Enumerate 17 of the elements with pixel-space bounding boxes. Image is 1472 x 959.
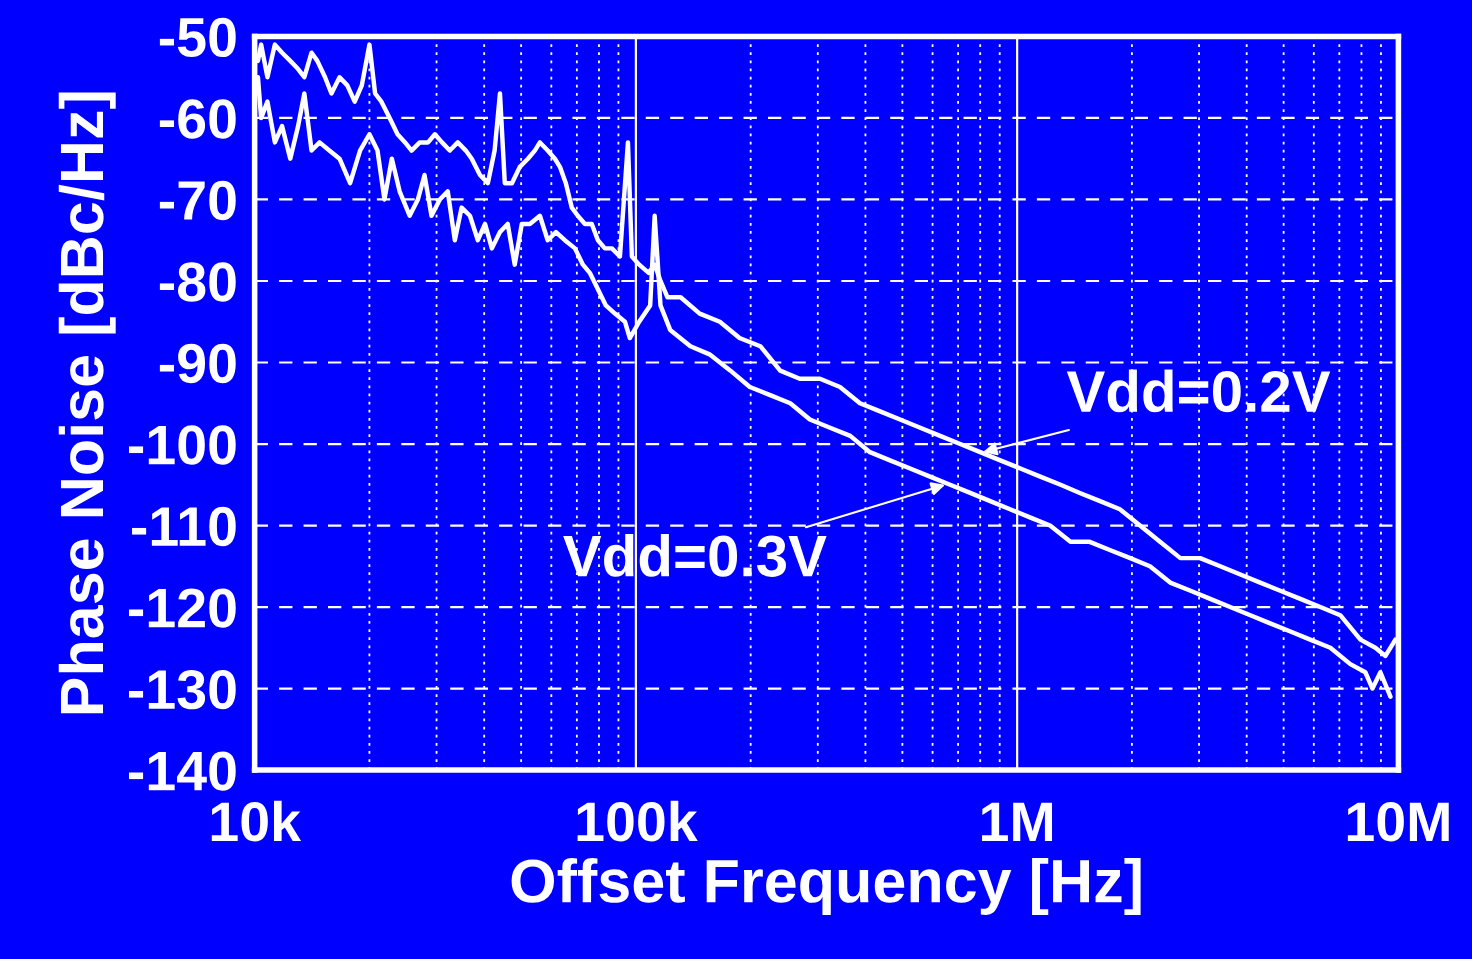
y-tick-label: -110: [132, 506, 236, 547]
y-tick-label: -140: [128, 751, 236, 791]
x-axis-title: Offset Frequency [Hz]: [511, 857, 1141, 915]
y-tick-label: -120: [128, 588, 236, 628]
x-tick-label: 100k: [577, 800, 698, 842]
x-tick-label: 10M: [1347, 802, 1449, 842]
x-tick-label: 10k: [211, 800, 302, 842]
y-tick-label: -70: [159, 180, 236, 221]
y-tick-label: -90: [159, 343, 236, 384]
y-tick-label: -130: [128, 669, 236, 710]
x-tick-label: 1M: [982, 802, 1053, 841]
y-tick-label: -80: [159, 262, 236, 302]
y-tick-label: -60: [159, 99, 236, 139]
annotation: Vdd=0.2V: [1066, 369, 1331, 413]
y-tick-label: -50: [159, 17, 236, 58]
y-axis-title: Phase Noise [dBc/Hz]: [58, 92, 116, 714]
y-tick-label: -100: [128, 425, 236, 465]
